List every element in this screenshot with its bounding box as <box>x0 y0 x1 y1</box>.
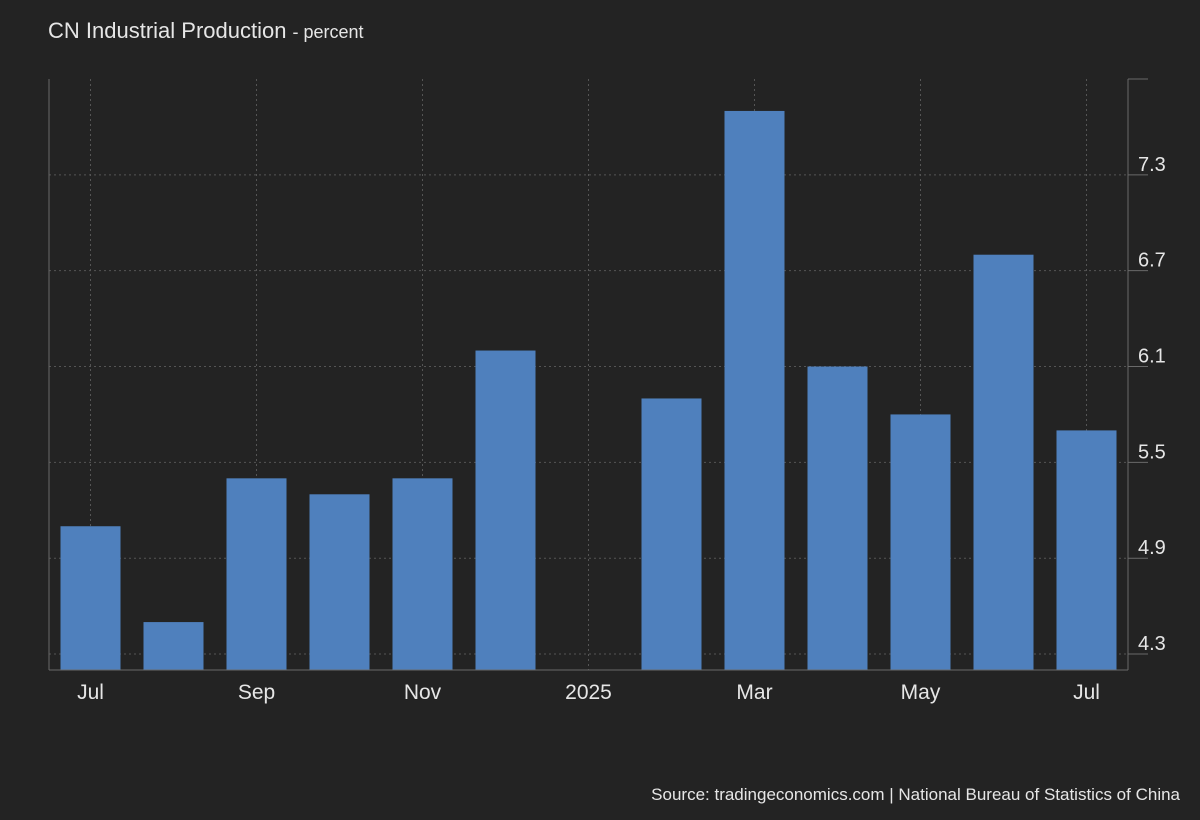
y-tick-label: 6.7 <box>1138 250 1166 272</box>
axis-layer <box>48 78 1148 671</box>
bar-apr-2025 <box>807 366 868 670</box>
x-tick-label: Jul <box>1073 681 1100 704</box>
source-note: Source: tradingeconomics.com | National … <box>651 785 1180 804</box>
bar-layer <box>60 110 1117 671</box>
bar-jul-2024 <box>60 526 121 670</box>
bar-may-2025 <box>890 414 951 670</box>
x-tick-label: Sep <box>238 681 275 704</box>
bar-aug-2024 <box>143 622 204 670</box>
y-tick-label: 7.3 <box>1138 154 1166 176</box>
y-tick-label: 6.1 <box>1138 346 1166 368</box>
chart-title-text: CN Industrial Production <box>48 18 287 43</box>
y-tick-label: 4.9 <box>1138 537 1166 559</box>
bar-sep-2024 <box>226 478 287 670</box>
x-tick-label: Nov <box>404 681 442 704</box>
bar-oct-2024 <box>309 494 370 670</box>
x-tick-label: Mar <box>736 681 772 704</box>
bar-feb-2025 <box>641 398 702 670</box>
bar-mar-2025 <box>724 110 785 671</box>
chart-unit: - percent <box>292 22 364 42</box>
x-tick-label: May <box>901 681 941 704</box>
bar-dec-2024 <box>475 350 536 670</box>
bar-jun-2025 <box>973 254 1034 670</box>
y-tick-label: 4.3 <box>1138 633 1166 655</box>
x-tick-label: Jul <box>77 681 104 704</box>
bar-nov-2024 <box>392 478 453 670</box>
y-tick-label: 5.5 <box>1138 441 1166 463</box>
chart-title: CN Industrial Production - percent <box>48 18 364 44</box>
bar-jul-2025 <box>1056 430 1117 670</box>
grid-layer <box>49 79 1128 670</box>
x-tick-label: 2025 <box>565 681 612 704</box>
label-layer: 4.3 4.9 5.5 6.1 6.7 7.3 Jul Sep Nov 2025 Mar May Jul <box>77 154 1166 704</box>
